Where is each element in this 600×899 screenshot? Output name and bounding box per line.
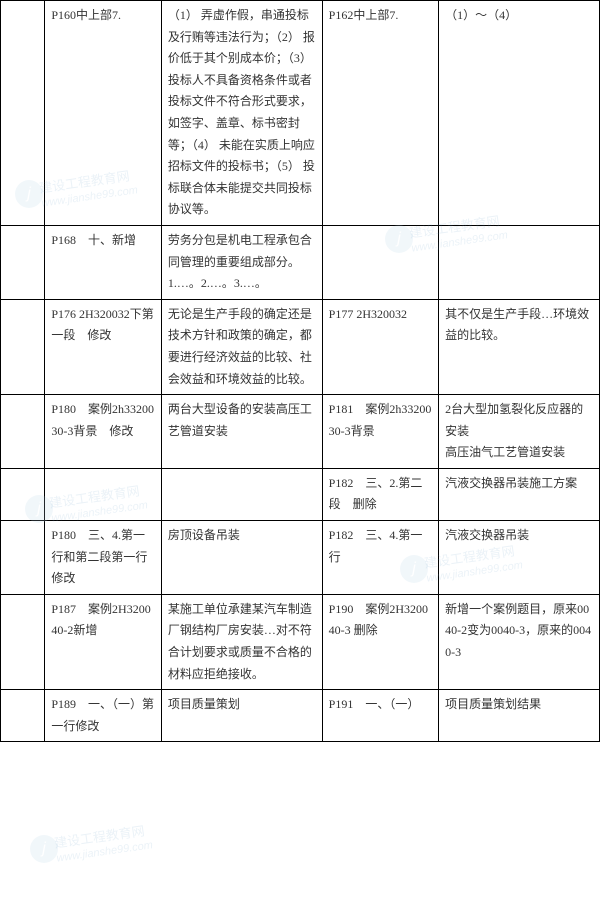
table-cell: [1, 1, 45, 226]
table-row: P176 2H320032下第一段 修改无论是生产手段的确定还是技术方针和政策的…: [1, 299, 600, 394]
table-cell: 房顶设备吊装: [161, 521, 322, 595]
table-cell: 汽液交换器吊装施工方案: [439, 468, 600, 520]
table-cell: P187 案例2H320040-2新增: [45, 594, 161, 689]
table-row: P182 三、2.第二段 删除汽液交换器吊装施工方案: [1, 468, 600, 520]
table-cell: 2台大型加氢裂化反应器的安装高压油气工艺管道安装: [439, 395, 600, 469]
table-cell: 某施工单位承建某汽车制造厂钢结构厂房安装…对不符合计划要求或质量不合格的材料应拒…: [161, 594, 322, 689]
table-cell: [45, 468, 161, 520]
table-cell: [439, 225, 600, 299]
table-row: P160中上部7.（1） 弄虚作假，串通投标及行贿等违法行为；（2） 报价低于其…: [1, 1, 600, 226]
table-cell: P162中上部7.: [322, 1, 438, 226]
table-row: P187 案例2H320040-2新增某施工单位承建某汽车制造厂钢结构厂房安装……: [1, 594, 600, 689]
table-cell: （1）～（4）: [439, 1, 600, 226]
table-cell: 项目质量策划: [161, 690, 322, 742]
table-cell: P182 三、4.第一行: [322, 521, 438, 595]
table-cell: [1, 395, 45, 469]
table-cell: 劳务分包是机电工程承包合同管理的重要组成部分。1.…。2.…。3.…。: [161, 225, 322, 299]
watermark-icon: j: [30, 835, 58, 863]
table-cell: P176 2H320032下第一段 修改: [45, 299, 161, 394]
table-cell: P191 一、（一）: [322, 690, 438, 742]
table-row: P180 案例2h3320030-3背景 修改两台大型设备的安装高压工艺管道安装…: [1, 395, 600, 469]
table-cell: P181 案例2h3320030-3背景: [322, 395, 438, 469]
errata-table: P160中上部7.（1） 弄虚作假，串通投标及行贿等违法行为；（2） 报价低于其…: [0, 0, 600, 742]
table-cell: [1, 521, 45, 595]
table-cell: （1） 弄虚作假，串通投标及行贿等违法行为；（2） 报价低于其个别成本价；（3）…: [161, 1, 322, 226]
table-cell: [161, 468, 322, 520]
table-cell: P177 2H320032: [322, 299, 438, 394]
table-cell: P168 十、新增: [45, 225, 161, 299]
table-row: P180 三、4.第一行和第二段第一行 修改房顶设备吊装P182 三、4.第一行…: [1, 521, 600, 595]
table-row: P168 十、新增劳务分包是机电工程承包合同管理的重要组成部分。1.…。2.…。…: [1, 225, 600, 299]
table-row: P189 一、（一）第一行修改项目质量策划P191 一、（一）项目质量策划结果: [1, 690, 600, 742]
table-cell: P182 三、2.第二段 删除: [322, 468, 438, 520]
table-cell: [1, 299, 45, 394]
table-cell: [1, 468, 45, 520]
table-cell: P180 三、4.第一行和第二段第一行 修改: [45, 521, 161, 595]
table-cell: P190 案例2H320040-3 删除: [322, 594, 438, 689]
table-cell: P180 案例2h3320030-3背景 修改: [45, 395, 161, 469]
table-cell: 其不仅是生产手段…环境效益的比较。: [439, 299, 600, 394]
table-cell: P160中上部7.: [45, 1, 161, 226]
table-cell: 两台大型设备的安装高压工艺管道安装: [161, 395, 322, 469]
table-cell: 无论是生产手段的确定还是技术方针和政策的确定，都要进行经济效益的比较、社会效益和…: [161, 299, 322, 394]
table-cell: 新增一个案例题目，原来0040-2变为0040-3，原来的0040-3: [439, 594, 600, 689]
table-cell: [322, 225, 438, 299]
table-cell: [1, 225, 45, 299]
watermark-text: 建设工程教育网 www.jianshe99.com: [53, 823, 153, 865]
table-cell: [1, 594, 45, 689]
table-cell: [1, 690, 45, 742]
table-cell: P189 一、（一）第一行修改: [45, 690, 161, 742]
table-cell: 项目质量策划结果: [439, 690, 600, 742]
table-cell: 汽液交换器吊装: [439, 521, 600, 595]
